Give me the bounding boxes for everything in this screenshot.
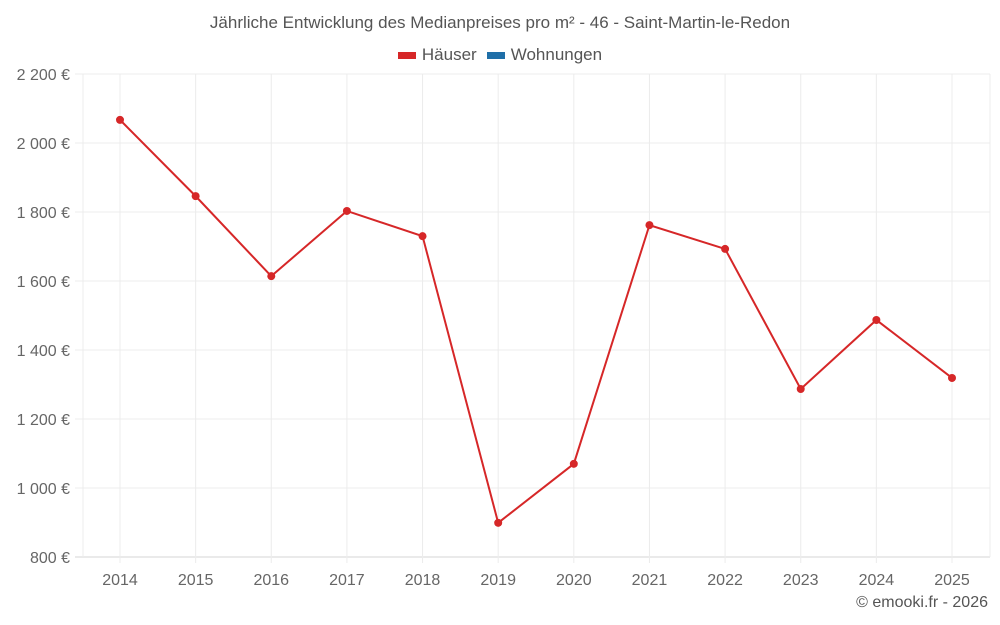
data-point[interactable]	[494, 518, 503, 527]
data-point[interactable]	[796, 384, 805, 393]
legend-swatch-icon	[486, 51, 505, 59]
copyright-credit: © emooki.fr - 2026	[856, 594, 988, 611]
x-tick-label: 2021	[632, 572, 668, 589]
data-point[interactable]	[569, 459, 578, 468]
y-tick-label: 1 400 €	[17, 343, 70, 360]
legend-label: Wohnungen	[510, 45, 603, 64]
data-point[interactable]	[116, 115, 124, 124]
x-tick-label: 2015	[178, 572, 214, 589]
x-tick-label: 2018	[405, 572, 441, 589]
x-tick-label: 2016	[253, 572, 289, 589]
series-haeuser	[116, 115, 956, 527]
y-tick-label: 2 200 €	[17, 67, 70, 84]
x-axis: 2014 2015 2016 2017 2018 2019 2020 2021 2022 2023…	[102, 572, 970, 589]
y-tick-label: 1 600 €	[17, 274, 70, 291]
data-point[interactable]	[342, 206, 351, 215]
series-line	[119, 119, 953, 525]
legend-label: Häuser	[421, 45, 477, 64]
y-axis: 800 € 1 000 € 1 200 € 1 400 € 1 600 € 1 800 €…	[17, 67, 70, 567]
x-tick-label: 2019	[480, 572, 516, 589]
data-point[interactable]	[872, 315, 881, 324]
data-point[interactable]	[418, 232, 427, 241]
grid-lines	[75, 73, 991, 563]
y-tick-label: 800 €	[30, 550, 70, 567]
x-tick-label: 2024	[859, 572, 895, 589]
y-tick-label: 1 200 €	[17, 412, 70, 429]
legend-item-wohnungen[interactable]: Wohnungen	[486, 45, 603, 65]
y-tick-label: 1 800 €	[17, 205, 70, 222]
x-tick-label: 2020	[556, 572, 592, 589]
x-tick-label: 2022	[707, 572, 743, 589]
data-point[interactable]	[721, 244, 730, 253]
x-tick-label: 2025	[934, 572, 970, 589]
data-point[interactable]	[948, 373, 956, 382]
data-point[interactable]	[267, 272, 276, 281]
y-tick-label: 2 000 €	[17, 136, 70, 153]
x-tick-label: 2023	[783, 572, 819, 589]
data-point[interactable]	[191, 192, 200, 201]
x-tick-label: 2017	[329, 572, 365, 589]
x-tick-label: 2014	[102, 572, 138, 589]
legend-item-haeuser[interactable]: Häuser	[397, 45, 477, 65]
data-point[interactable]	[645, 221, 654, 230]
legend-swatch-icon	[397, 51, 416, 59]
legend: Häuser Wohnungen	[0, 45, 1000, 65]
y-tick-label: 1 000 €	[17, 481, 70, 498]
chart-title: Jährliche Entwicklung des Medianpreises …	[209, 13, 791, 32]
